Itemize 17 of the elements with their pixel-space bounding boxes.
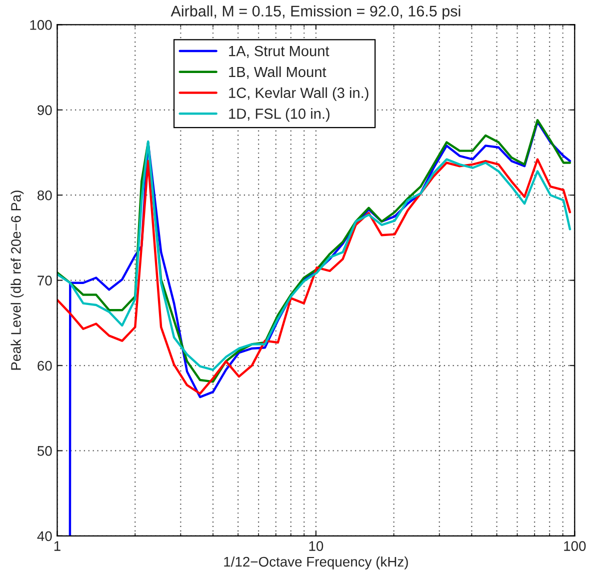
y-tick-label: 40: [37, 531, 52, 542]
y-tick-label: 80: [38, 190, 52, 200]
y-axis-title: Peak Level (db ref 20e−6 Pa): [10, 190, 24, 370]
legend-label: 1B, Wall Mount: [229, 66, 326, 79]
y-tick-label: 50: [37, 446, 52, 456]
legend-label: 1D, FSL (10 in.): [229, 108, 330, 122]
y-tick-label: 90: [38, 105, 52, 116]
legend-label: 1A, Strut Mount: [229, 46, 330, 58]
y-tick-label: 70: [38, 276, 52, 286]
x-tick-label: 100: [564, 541, 586, 551]
chart-title: Airball, M = 0.15, Emission = 92.0, 16.5 psi: [170, 5, 460, 20]
x-axis-title: 1/12−Octave Frequency (kHz): [224, 556, 408, 570]
legend-label: 1C, Kevlar Wall (3 in.): [229, 87, 368, 101]
x-tick-label: 10: [309, 541, 324, 551]
y-tick-label: 60: [38, 360, 52, 371]
y-tick-label: 100: [30, 20, 52, 30]
x-tick-label: 1: [54, 541, 60, 551]
